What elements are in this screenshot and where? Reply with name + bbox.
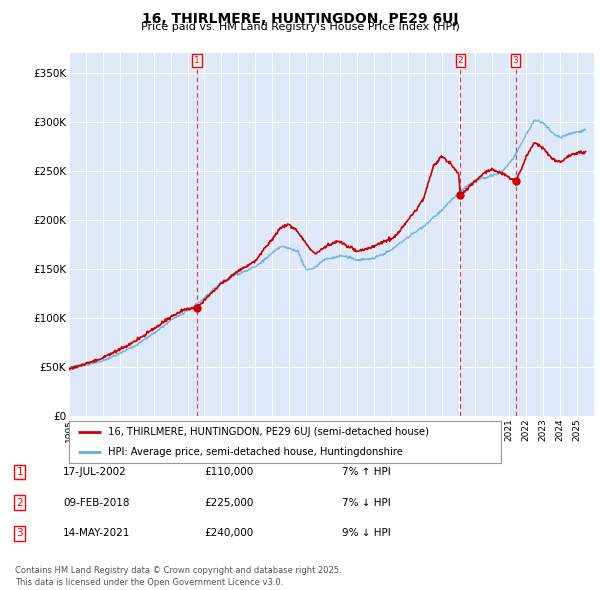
Text: Contains HM Land Registry data © Crown copyright and database right 2025.
This d: Contains HM Land Registry data © Crown c… <box>15 566 341 587</box>
Text: 3: 3 <box>513 57 518 65</box>
Text: 7% ↑ HPI: 7% ↑ HPI <box>342 467 391 477</box>
Text: 16, THIRLMERE, HUNTINGDON, PE29 6UJ: 16, THIRLMERE, HUNTINGDON, PE29 6UJ <box>142 12 458 26</box>
Text: 1: 1 <box>194 57 200 65</box>
Text: 9% ↓ HPI: 9% ↓ HPI <box>342 529 391 538</box>
Text: 2: 2 <box>16 498 23 507</box>
Text: 1: 1 <box>16 467 23 477</box>
Text: 3: 3 <box>16 529 23 538</box>
Text: HPI: Average price, semi-detached house, Huntingdonshire: HPI: Average price, semi-detached house,… <box>108 447 403 457</box>
Text: £240,000: £240,000 <box>204 529 253 538</box>
Text: 16, THIRLMERE, HUNTINGDON, PE29 6UJ (semi-detached house): 16, THIRLMERE, HUNTINGDON, PE29 6UJ (sem… <box>108 427 429 437</box>
Text: 7% ↓ HPI: 7% ↓ HPI <box>342 498 391 507</box>
Text: 09-FEB-2018: 09-FEB-2018 <box>63 498 130 507</box>
Text: 2: 2 <box>458 57 463 65</box>
Text: 17-JUL-2002: 17-JUL-2002 <box>63 467 127 477</box>
Text: 14-MAY-2021: 14-MAY-2021 <box>63 529 130 538</box>
Text: Price paid vs. HM Land Registry's House Price Index (HPI): Price paid vs. HM Land Registry's House … <box>140 22 460 32</box>
Text: £225,000: £225,000 <box>204 498 253 507</box>
Text: £110,000: £110,000 <box>204 467 253 477</box>
